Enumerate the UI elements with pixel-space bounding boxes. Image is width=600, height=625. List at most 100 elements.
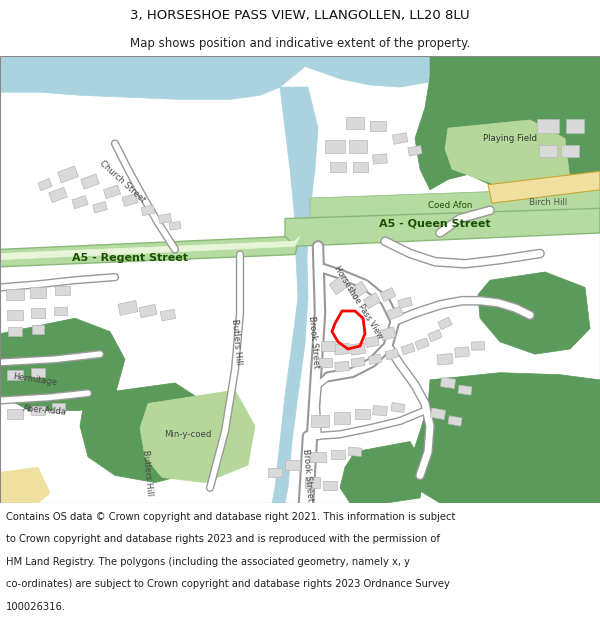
Text: Coed Afon: Coed Afon	[428, 201, 472, 210]
Polygon shape	[350, 343, 365, 355]
Text: Brook Street: Brook Street	[301, 449, 315, 502]
Polygon shape	[410, 372, 600, 503]
Polygon shape	[445, 120, 570, 195]
Text: A5 - Queen Street: A5 - Queen Street	[379, 219, 491, 229]
Polygon shape	[490, 395, 600, 441]
Polygon shape	[0, 236, 300, 267]
Polygon shape	[6, 289, 24, 300]
Polygon shape	[118, 301, 138, 316]
Polygon shape	[561, 144, 579, 157]
Polygon shape	[58, 166, 79, 183]
Polygon shape	[428, 329, 442, 342]
Polygon shape	[478, 272, 590, 354]
Polygon shape	[321, 341, 335, 351]
Polygon shape	[285, 208, 600, 246]
Polygon shape	[0, 318, 125, 411]
Polygon shape	[7, 369, 23, 380]
Text: A5 - Regent Street: A5 - Regent Street	[72, 253, 188, 262]
Polygon shape	[140, 390, 255, 482]
Polygon shape	[331, 450, 345, 459]
Polygon shape	[391, 402, 405, 412]
Polygon shape	[351, 357, 365, 367]
Text: to Crown copyright and database rights 2023 and is reproduced with the permissio: to Crown copyright and database rights 2…	[6, 534, 440, 544]
Text: Contains OS data © Crown copyright and database right 2021. This information is : Contains OS data © Crown copyright and d…	[6, 512, 455, 522]
Polygon shape	[353, 162, 367, 172]
Polygon shape	[415, 56, 600, 226]
Polygon shape	[387, 306, 403, 320]
Polygon shape	[364, 292, 380, 309]
Polygon shape	[373, 406, 388, 416]
Polygon shape	[348, 281, 368, 300]
Polygon shape	[319, 357, 331, 367]
Polygon shape	[272, 87, 318, 503]
Polygon shape	[535, 436, 600, 482]
Polygon shape	[539, 144, 557, 157]
Text: Church Street: Church Street	[97, 159, 146, 204]
Text: HM Land Registry. The polygons (including the associated geometry, namely x, y: HM Land Registry. The polygons (includin…	[6, 557, 410, 567]
Polygon shape	[72, 196, 88, 209]
Polygon shape	[0, 467, 50, 503]
Polygon shape	[7, 310, 23, 320]
Text: Butlers Hill: Butlers Hill	[142, 449, 154, 496]
Polygon shape	[334, 343, 350, 355]
Text: Map shows position and indicative extent of the property.: Map shows position and indicative extent…	[130, 38, 470, 51]
Polygon shape	[80, 383, 215, 482]
Polygon shape	[0, 236, 300, 259]
Polygon shape	[310, 188, 600, 219]
Text: Hermitage: Hermitage	[13, 372, 58, 388]
Polygon shape	[373, 154, 388, 164]
Polygon shape	[30, 288, 46, 298]
Polygon shape	[340, 441, 425, 503]
Polygon shape	[92, 202, 107, 213]
Polygon shape	[437, 354, 453, 365]
Polygon shape	[335, 361, 349, 372]
Polygon shape	[7, 409, 23, 419]
Polygon shape	[380, 288, 396, 302]
Polygon shape	[323, 481, 337, 490]
Text: Birch Hill: Birch Hill	[529, 198, 567, 207]
Polygon shape	[415, 338, 429, 350]
Polygon shape	[31, 406, 45, 415]
Polygon shape	[160, 309, 176, 321]
Polygon shape	[0, 56, 600, 99]
Polygon shape	[49, 188, 67, 202]
Polygon shape	[398, 297, 412, 309]
Text: Min-y-coed: Min-y-coed	[164, 430, 212, 439]
Text: 3, HORSESHOE PASS VIEW, LLANGOLLEN, LL20 8LU: 3, HORSESHOE PASS VIEW, LLANGOLLEN, LL20…	[130, 9, 470, 22]
Polygon shape	[380, 327, 396, 341]
Text: Brook Street: Brook Street	[307, 315, 321, 369]
Polygon shape	[385, 349, 399, 360]
Text: Aber-Adda: Aber-Adda	[23, 404, 67, 417]
Text: Playing Field: Playing Field	[483, 134, 537, 143]
Polygon shape	[537, 119, 559, 133]
Polygon shape	[122, 194, 138, 206]
Polygon shape	[284, 460, 299, 470]
Polygon shape	[32, 326, 44, 334]
Polygon shape	[355, 409, 370, 419]
Text: Horseshoe Pass View: Horseshoe Pass View	[332, 265, 384, 341]
Polygon shape	[38, 179, 52, 191]
Polygon shape	[311, 415, 329, 427]
Polygon shape	[325, 140, 345, 153]
Polygon shape	[440, 378, 455, 389]
Polygon shape	[472, 342, 485, 350]
Polygon shape	[103, 185, 121, 199]
Polygon shape	[370, 121, 386, 131]
Polygon shape	[349, 141, 367, 153]
Polygon shape	[368, 354, 382, 364]
Polygon shape	[81, 174, 99, 189]
Polygon shape	[438, 317, 452, 329]
Polygon shape	[448, 416, 462, 426]
Polygon shape	[310, 452, 326, 462]
Polygon shape	[305, 478, 320, 488]
Polygon shape	[55, 286, 70, 295]
Polygon shape	[348, 447, 362, 456]
Polygon shape	[139, 304, 157, 318]
Text: Butlers Hill: Butlers Hill	[230, 319, 244, 365]
Polygon shape	[53, 307, 67, 315]
Polygon shape	[408, 146, 422, 156]
Text: 100026316.: 100026316.	[6, 602, 66, 612]
Polygon shape	[365, 336, 379, 348]
Polygon shape	[158, 214, 172, 224]
Polygon shape	[455, 347, 469, 358]
